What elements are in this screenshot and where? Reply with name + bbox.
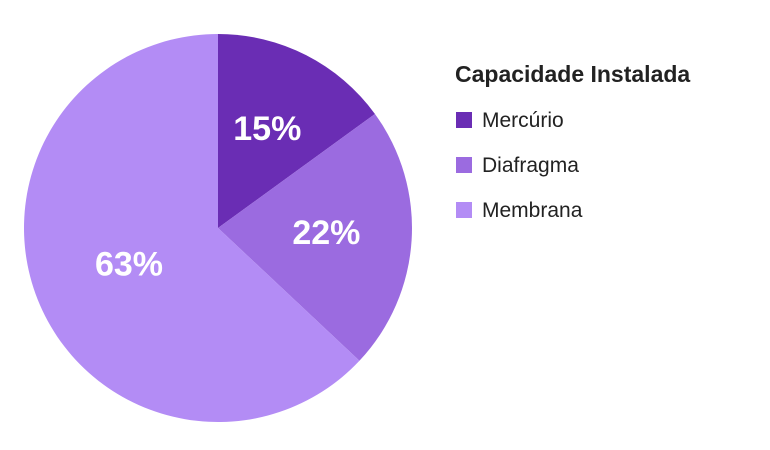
pie-slice-mercurio [218, 34, 375, 228]
legend-title: Capacidade Instalada [455, 61, 690, 87]
legend-swatch-membrana [456, 202, 472, 218]
legend-swatch-mercurio [456, 112, 472, 128]
legend-item-mercurio: Mercúrio [456, 109, 564, 132]
slice-label-mercurio: 15% [233, 110, 301, 148]
legend-swatch-diafragma [456, 157, 472, 173]
pie-slice-labels: 15% 22% 63% [95, 110, 360, 283]
legend-items: Mercúrio Diafragma Membrana [456, 109, 583, 222]
legend-label-mercurio: Mercúrio [482, 109, 564, 132]
slice-label-diafragma: 22% [292, 214, 360, 252]
legend: Capacidade Instalada MercúrioDiafragmaMe… [455, 61, 690, 222]
legend-item-diafragma: Diafragma [456, 154, 579, 177]
legend-label-diafragma: Diafragma [482, 154, 579, 177]
slice-label-membrana: 63% [95, 245, 163, 283]
legend-item-membrana: Membrana [456, 199, 583, 222]
pie-slice-membrana [23, 34, 360, 422]
pie-slice-diafragma [218, 113, 412, 361]
pie-slices [23, 34, 412, 422]
legend-label-membrana: Membrana [482, 199, 583, 222]
